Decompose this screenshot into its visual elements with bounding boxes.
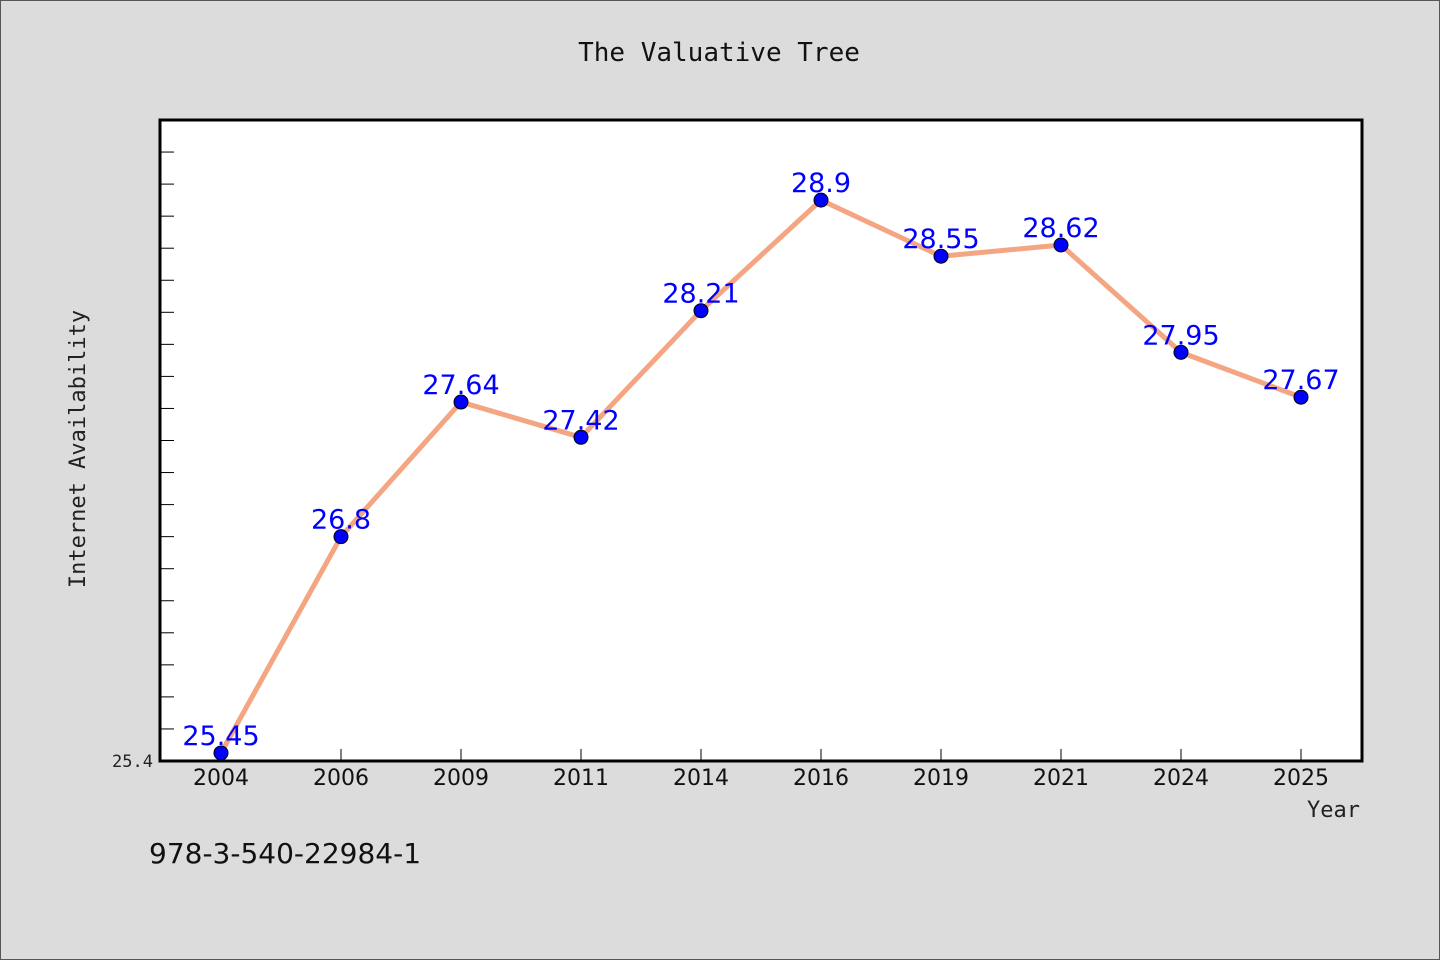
data-point [453, 394, 469, 410]
x-axis-label: Year [1307, 798, 1360, 823]
y-axis-tick-label: 25.4 [112, 752, 153, 772]
y-axis-label: Internet Availability [66, 310, 91, 588]
data-point [933, 248, 949, 264]
y-axis-minor-ticks [160, 119, 174, 762]
x-axis-tick-label: 2021 [1033, 766, 1089, 791]
isbn-text: 978-3-540-22984-1 [149, 837, 421, 870]
x-axis-tick-label: 2014 [673, 766, 729, 791]
x-axis-tick-label: 2024 [1153, 766, 1209, 791]
data-point [213, 745, 229, 761]
data-label: 27.95 [1142, 320, 1219, 351]
x-axis-tick-label: 2019 [913, 766, 969, 791]
data-point [693, 303, 709, 319]
data-label: 27.64 [422, 370, 499, 401]
x-axis-tick-label: 2016 [793, 766, 849, 791]
data-markers [213, 192, 1309, 761]
data-point [573, 429, 589, 445]
x-axis-tick-label: 2006 [313, 766, 369, 791]
data-label: 27.67 [1262, 365, 1339, 396]
data-label: 28.62 [1022, 213, 1099, 244]
x-axis-tick-label: 2004 [193, 766, 249, 791]
x-axis-tick-label: 2011 [553, 766, 609, 791]
data-point [1053, 237, 1069, 253]
data-point [1173, 344, 1189, 360]
series-line [218, 197, 1302, 755]
data-labels: 25.45 26.8 27.64 27.42 28.21 28.9 28.55 28.62 27… [182, 168, 1339, 752]
x-axis-tick-label: 2009 [433, 766, 489, 791]
data-label: 28.55 [902, 224, 979, 255]
plot-area [158, 118, 1364, 763]
data-point [333, 529, 349, 545]
x-axis-tick-labels: 2004 2006 2009 2011 2014 2016 2019 2021 2024 2025 [193, 766, 1329, 791]
x-axis-tick-label: 2025 [1273, 766, 1329, 791]
data-label: 25.45 [182, 721, 259, 752]
data-label: 27.42 [542, 405, 619, 436]
data-label: 28.21 [662, 279, 739, 310]
data-point [1293, 389, 1309, 405]
data-label: 28.9 [791, 168, 851, 199]
chart-title: The Valuative Tree [578, 38, 860, 68]
data-point [813, 192, 829, 208]
data-label: 26.8 [311, 505, 371, 536]
